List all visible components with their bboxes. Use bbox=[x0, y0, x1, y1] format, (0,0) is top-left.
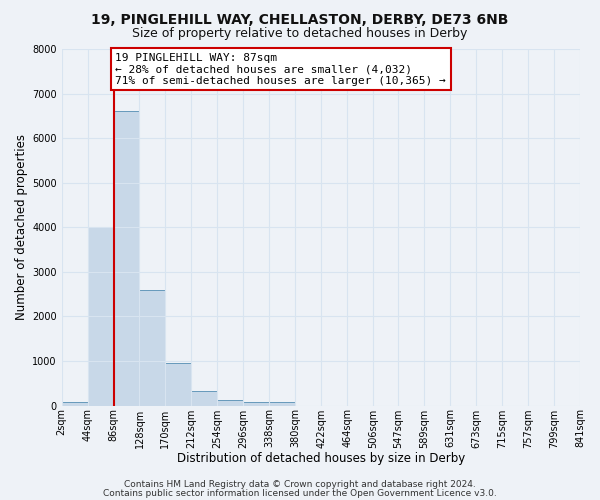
Text: Contains HM Land Registry data © Crown copyright and database right 2024.: Contains HM Land Registry data © Crown c… bbox=[124, 480, 476, 489]
Bar bbox=[139, 290, 166, 406]
X-axis label: Distribution of detached houses by size in Derby: Distribution of detached houses by size … bbox=[177, 452, 465, 465]
Text: Contains public sector information licensed under the Open Government Licence v3: Contains public sector information licen… bbox=[103, 488, 497, 498]
Text: 19, PINGLEHILL WAY, CHELLASTON, DERBY, DE73 6NB: 19, PINGLEHILL WAY, CHELLASTON, DERBY, D… bbox=[91, 12, 509, 26]
Bar bbox=[62, 402, 88, 406]
Bar bbox=[166, 363, 191, 406]
Y-axis label: Number of detached properties: Number of detached properties bbox=[15, 134, 28, 320]
Bar bbox=[191, 392, 217, 406]
Bar bbox=[217, 400, 243, 406]
Bar bbox=[269, 402, 295, 406]
Bar bbox=[113, 112, 139, 406]
Text: 19 PINGLEHILL WAY: 87sqm
← 28% of detached houses are smaller (4,032)
71% of sem: 19 PINGLEHILL WAY: 87sqm ← 28% of detach… bbox=[115, 52, 446, 86]
Bar bbox=[88, 228, 113, 406]
Bar bbox=[243, 402, 269, 406]
Text: Size of property relative to detached houses in Derby: Size of property relative to detached ho… bbox=[133, 28, 467, 40]
